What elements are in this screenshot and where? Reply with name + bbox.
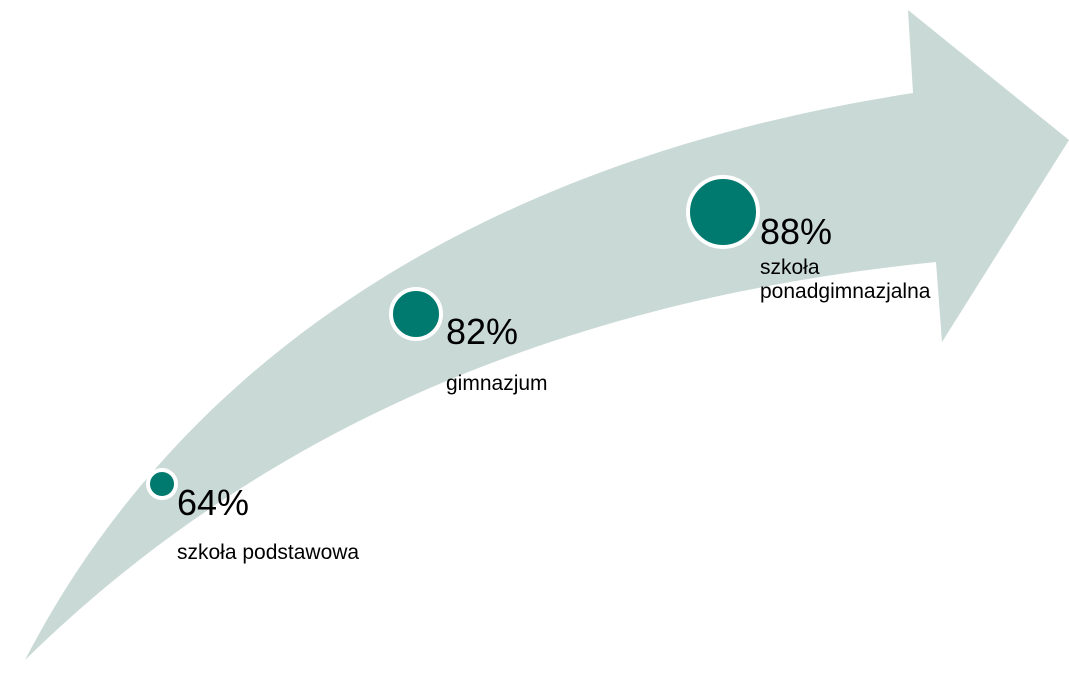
curved-arrow <box>25 10 1069 660</box>
milestone-3-percent: 88% <box>760 211 833 252</box>
milestone-dot-2 <box>389 287 443 341</box>
milestone-3-label: szkoła ponadgimnazjalna <box>760 256 931 304</box>
milestone-1-label: szkoła podstawowa <box>177 541 360 564</box>
milestone-dot-1 <box>146 468 178 500</box>
milestone-2-label: gimnazjum <box>446 372 548 395</box>
milestone-dot-3 <box>686 175 760 249</box>
milestone-1-percent: 64% <box>177 482 250 523</box>
milestone-2-percent: 82% <box>446 311 519 352</box>
